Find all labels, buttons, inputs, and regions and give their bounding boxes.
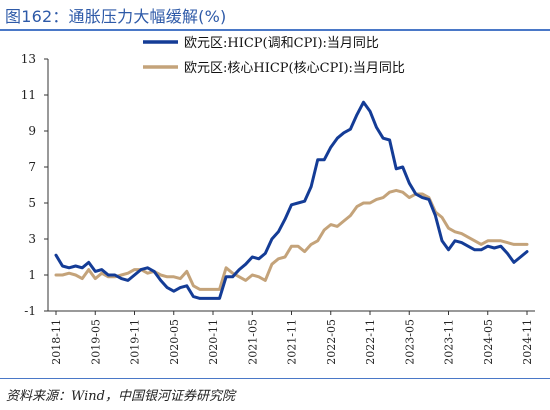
x-tick-label: 2023-11 [443, 319, 456, 365]
x-tick-label: 2023-05 [403, 319, 416, 365]
x-tick-label: 2018-11 [50, 319, 63, 365]
x-tick-label: 2022-11 [364, 319, 377, 365]
x-tick-label: 2020-11 [207, 319, 220, 365]
x-tick-label: 2021-11 [286, 319, 299, 365]
source-note: 资料来源：Wind，中国银河证券研究院 [6, 389, 235, 404]
y-tick-label: 3 [28, 232, 36, 246]
y-tick-label: -1 [24, 304, 36, 318]
x-tick-label: 2022-05 [325, 319, 338, 365]
x-tick-label: 2021-05 [246, 319, 259, 365]
y-tick-label: 7 [28, 160, 36, 174]
x-tick-label: 2024-05 [482, 319, 495, 365]
x-tick-label: 2024-11 [521, 319, 534, 365]
y-tick-label: 5 [28, 196, 36, 210]
legend-label-hicp: 欧元区:HICP(调和CPI):当月同比 [184, 36, 379, 51]
x-tick-label: 2019-11 [129, 319, 142, 365]
x-tick-label: 2019-05 [89, 319, 102, 365]
chart-legend: 欧元区:HICP(调和CPI):当月同比欧元区:核心HICP(核心CPI):当月… [143, 36, 405, 76]
footer-divider [0, 378, 550, 379]
figure-title: 图162：通胀压力大幅缓解(%) [5, 7, 227, 26]
title-divider [0, 29, 550, 31]
x-tick-label: 2020-05 [168, 319, 181, 365]
legend-label-core-hicp: 欧元区:核心HICP(核心CPI):当月同比 [184, 61, 405, 76]
y-tick-label: 11 [21, 88, 36, 102]
y-tick-label: 1 [28, 268, 36, 282]
chart-series [54, 100, 529, 300]
series-line-hicp [54, 100, 529, 300]
y-tick-label: 9 [28, 124, 36, 138]
y-tick-label: 13 [21, 52, 36, 66]
series-line-core-hicp [54, 188, 529, 291]
